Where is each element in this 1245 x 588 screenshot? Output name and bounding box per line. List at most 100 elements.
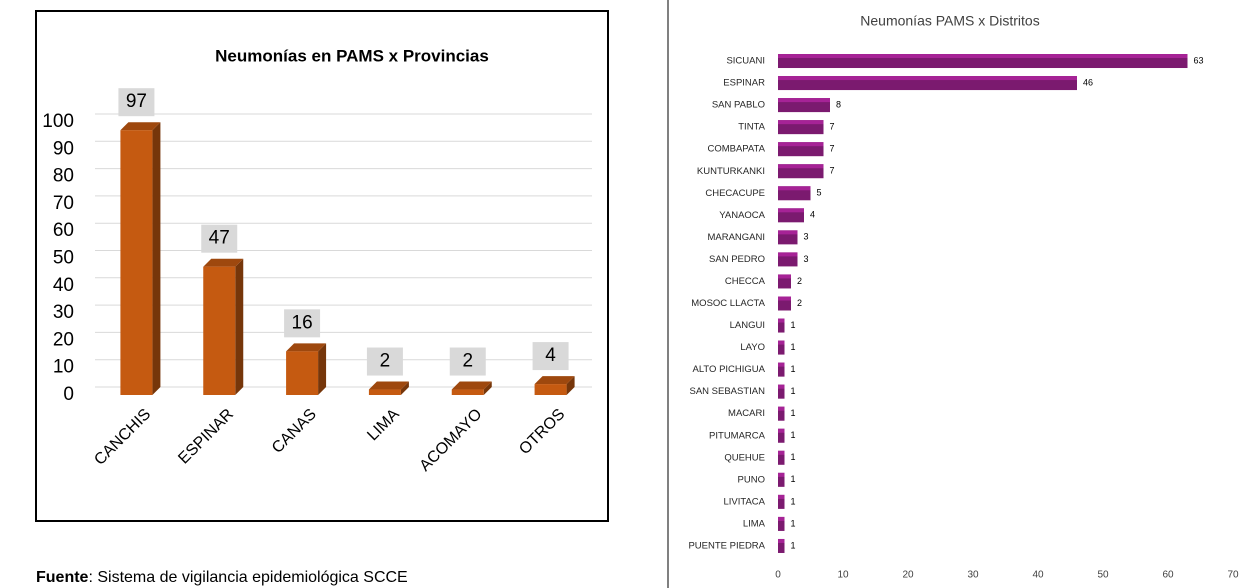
bar-highlight bbox=[778, 54, 1188, 59]
bar-top bbox=[120, 122, 161, 131]
bar-highlight bbox=[778, 76, 1077, 81]
y-tick-label: 30 bbox=[53, 302, 74, 323]
x-tick-label: 70 bbox=[1227, 570, 1239, 581]
value-label: 1 bbox=[791, 386, 796, 396]
bar-highlight bbox=[778, 450, 785, 455]
bar-highlight bbox=[778, 318, 785, 323]
value-label: 3 bbox=[804, 254, 809, 264]
y-tick-label: CHECACUPE bbox=[705, 188, 765, 199]
value-label-box bbox=[449, 347, 486, 376]
bar-side bbox=[483, 381, 492, 395]
x-tick-label: CANAS bbox=[269, 406, 320, 457]
bar bbox=[778, 494, 785, 509]
bar-highlight bbox=[778, 98, 830, 103]
bar bbox=[451, 389, 484, 395]
y-tick-label: TINTA bbox=[738, 122, 765, 133]
bar-side bbox=[235, 258, 244, 395]
bar-highlight bbox=[778, 120, 824, 125]
x-tick-label: OTROS bbox=[516, 406, 568, 458]
x-tick-label: 30 bbox=[967, 570, 979, 581]
bar-highlight bbox=[778, 274, 791, 279]
y-tick-label: 60 bbox=[53, 220, 74, 241]
bar bbox=[778, 538, 785, 553]
y-tick-label: KUNTURKANKI bbox=[697, 166, 765, 177]
value-label: 1 bbox=[791, 364, 796, 374]
value-label: 7 bbox=[830, 144, 835, 154]
bar bbox=[778, 384, 785, 399]
x-tick-label: 10 bbox=[837, 570, 849, 581]
value-label: 4 bbox=[810, 210, 815, 220]
bar-top bbox=[451, 381, 492, 390]
value-label: 1 bbox=[791, 408, 796, 418]
bar-side bbox=[318, 343, 327, 395]
y-tick-label: 80 bbox=[53, 166, 74, 187]
bar-highlight bbox=[778, 296, 791, 301]
value-label: 1 bbox=[791, 518, 796, 528]
bar bbox=[286, 351, 319, 395]
bar bbox=[778, 472, 785, 487]
bar bbox=[203, 266, 236, 395]
x-tick-label: ESPINAR bbox=[175, 406, 237, 468]
bar-top bbox=[368, 381, 409, 390]
x-tick-label: CANCHIS bbox=[91, 406, 154, 469]
x-tick-label: ACOMAYO bbox=[417, 406, 486, 475]
x-tick-label: 0 bbox=[775, 570, 781, 581]
y-tick-label: 0 bbox=[63, 384, 74, 405]
bar-highlight bbox=[778, 362, 785, 367]
bar-highlight bbox=[778, 340, 785, 345]
y-tick-label: LIVITACA bbox=[723, 496, 765, 507]
y-tick-label: SAN PABLO bbox=[712, 100, 765, 111]
y-tick-label: 100 bbox=[42, 111, 74, 132]
bar bbox=[778, 318, 785, 333]
x-tick-label: 50 bbox=[1097, 570, 1109, 581]
x-tick-label: LIMA bbox=[364, 406, 403, 445]
value-label: 7 bbox=[830, 122, 835, 132]
y-tick-label: LIMA bbox=[743, 518, 766, 529]
bar-highlight bbox=[778, 516, 785, 521]
value-label-box bbox=[532, 342, 569, 371]
bar-highlight bbox=[778, 472, 785, 477]
bar-highlight bbox=[778, 142, 824, 147]
bar-highlight bbox=[778, 494, 785, 499]
value-label: 3 bbox=[804, 232, 809, 242]
source-text: : Sistema de vigilancia epidemiológica S… bbox=[88, 569, 407, 586]
bar bbox=[778, 516, 785, 531]
bar bbox=[778, 362, 785, 377]
y-tick-label: PUENTE PIEDRA bbox=[688, 540, 765, 551]
y-tick-label: ALTO PICHIGUA bbox=[693, 364, 766, 375]
source-label: Fuente bbox=[36, 569, 89, 586]
bar-highlight bbox=[778, 538, 785, 543]
y-tick-label: QUEHUE bbox=[724, 452, 765, 463]
chart-title: Neumonías en PAMS x Provincias bbox=[215, 46, 489, 65]
value-label: 2 bbox=[380, 351, 391, 372]
value-label: 1 bbox=[791, 320, 796, 330]
value-label: 1 bbox=[791, 452, 796, 462]
value-label: 1 bbox=[791, 540, 796, 550]
bar-top bbox=[286, 343, 327, 352]
bar bbox=[368, 389, 401, 395]
bar bbox=[534, 384, 567, 395]
y-tick-label: PITUMARCA bbox=[709, 430, 766, 441]
x-tick-label: 20 bbox=[902, 570, 914, 581]
x-tick-label: 60 bbox=[1162, 570, 1174, 581]
bar bbox=[778, 340, 785, 355]
value-label: 1 bbox=[791, 430, 796, 440]
bar bbox=[120, 130, 153, 395]
bar-highlight bbox=[778, 384, 785, 389]
value-label-box bbox=[284, 309, 321, 338]
y-tick-label: PUNO bbox=[738, 474, 765, 485]
value-label-box bbox=[201, 224, 238, 253]
bar-side bbox=[400, 381, 409, 395]
value-label-box bbox=[366, 347, 403, 376]
right-chart-frame bbox=[667, 0, 669, 588]
bar-highlight bbox=[778, 428, 785, 433]
y-tick-label: LANGUI bbox=[730, 320, 765, 331]
y-tick-label: CHECCA bbox=[725, 276, 766, 287]
bar bbox=[778, 406, 785, 421]
value-label: 1 bbox=[791, 342, 796, 352]
bar-highlight bbox=[778, 164, 824, 169]
value-label: 16 bbox=[292, 312, 313, 333]
value-label-box bbox=[118, 88, 155, 117]
y-tick-label: 70 bbox=[53, 193, 74, 214]
y-tick-label: 90 bbox=[53, 138, 74, 159]
